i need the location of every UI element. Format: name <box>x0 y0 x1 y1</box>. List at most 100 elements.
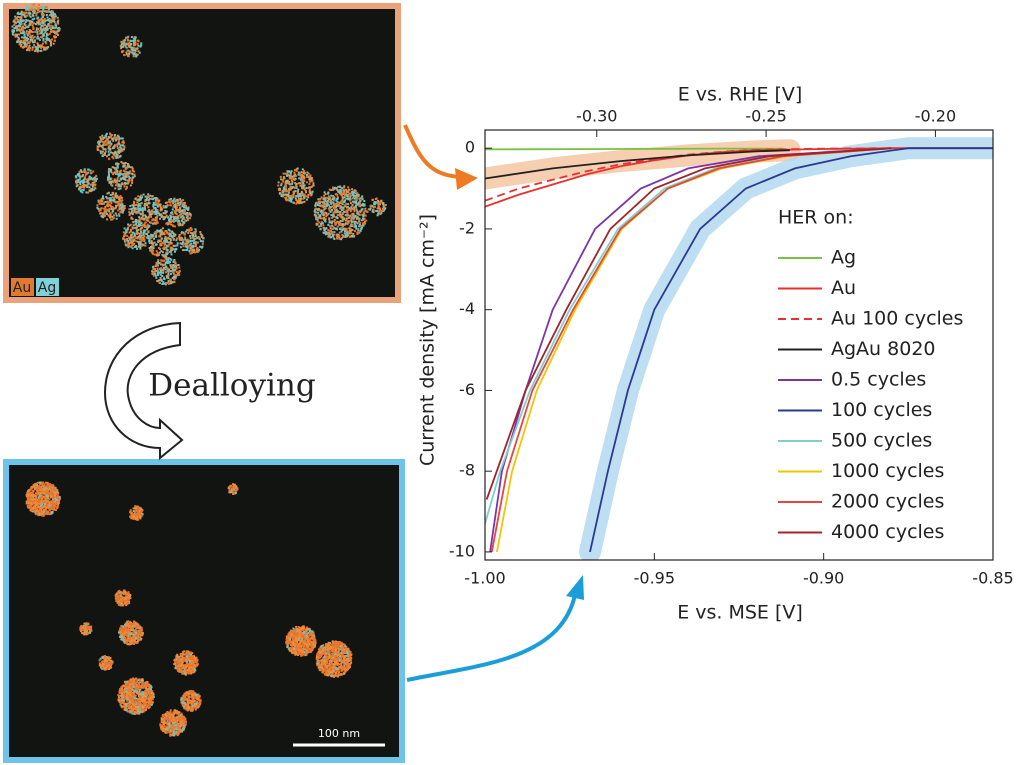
map-dot <box>364 222 366 225</box>
map-dot <box>332 201 335 204</box>
map-dot <box>122 590 125 593</box>
map-dot <box>98 659 101 662</box>
map-dot <box>194 235 197 237</box>
map-dot <box>125 51 128 54</box>
map-dot <box>144 208 147 211</box>
map-dot <box>300 201 303 204</box>
map-dot <box>141 212 144 215</box>
map-dot <box>109 168 112 171</box>
map-dot <box>111 206 114 208</box>
map-dot <box>52 14 55 17</box>
map-dot <box>75 185 78 188</box>
map-dot <box>155 222 158 225</box>
map-dot <box>325 215 328 218</box>
map-dot <box>124 45 127 48</box>
map-dot <box>101 663 104 665</box>
map-dot <box>349 198 352 201</box>
map-dot <box>140 513 143 516</box>
map-dot <box>101 140 104 143</box>
map-dot <box>122 50 125 53</box>
map-dot <box>144 214 147 217</box>
map-dot <box>138 515 141 518</box>
map-dot <box>132 622 134 625</box>
map-dot <box>169 257 172 260</box>
map-dot <box>343 194 346 197</box>
map-dot <box>122 231 125 234</box>
map-dot <box>182 209 185 212</box>
map-dot <box>116 173 119 176</box>
map-dot <box>283 194 286 197</box>
map-dot <box>135 207 138 210</box>
map-dot <box>128 224 131 227</box>
map-dot <box>331 224 334 227</box>
map-dot <box>131 179 134 182</box>
map-dot <box>345 222 347 225</box>
map-dot <box>136 637 139 640</box>
map-dot <box>341 187 344 190</box>
map-dot <box>169 241 172 244</box>
map-dot <box>171 230 174 233</box>
map-dot <box>361 213 364 216</box>
map-dot <box>17 15 19 18</box>
map-dot <box>180 232 183 235</box>
map-dot <box>164 201 167 204</box>
map-dot <box>42 25 45 28</box>
map-dot <box>121 137 124 140</box>
map-dot <box>303 200 306 203</box>
map-dot <box>45 499 48 502</box>
map-dot <box>323 229 326 231</box>
map-dot <box>380 201 383 204</box>
map-dot <box>30 504 33 507</box>
map-dot <box>133 642 136 645</box>
map-dot <box>173 198 176 201</box>
map-dot <box>105 204 108 207</box>
map-dot <box>168 243 171 246</box>
map-dot <box>172 205 175 208</box>
map-dot <box>139 45 142 48</box>
map-dot <box>308 189 311 192</box>
map-dot <box>124 599 127 602</box>
map-dot <box>37 500 40 503</box>
map-dot <box>236 488 239 491</box>
map-dot <box>28 498 31 501</box>
map-dot <box>95 177 98 180</box>
map-dot <box>20 41 23 44</box>
map-dot <box>290 200 293 203</box>
map-dot <box>118 151 121 154</box>
map-dot <box>20 36 23 39</box>
map-dot <box>33 39 36 42</box>
map-dot <box>157 230 160 233</box>
map-dot <box>330 214 333 217</box>
map-dot <box>166 215 169 218</box>
map-dot <box>192 237 195 239</box>
map-dot <box>104 667 107 670</box>
map-dot <box>39 6 42 9</box>
map-dot <box>39 27 42 30</box>
map-dot <box>101 150 104 153</box>
map-dot <box>151 219 154 222</box>
map-dot <box>284 185 286 188</box>
map-dot <box>146 202 148 205</box>
map-dot <box>109 194 112 196</box>
map-dot <box>136 47 139 50</box>
map-dot <box>123 207 126 210</box>
map-dot <box>53 21 56 24</box>
map-dot <box>327 198 330 200</box>
map-dot <box>15 16 18 19</box>
map-dot <box>177 223 180 226</box>
map-dot <box>330 202 333 205</box>
map-dot <box>34 504 37 506</box>
map-dot <box>125 174 128 177</box>
map-dot <box>125 594 128 597</box>
map-dot <box>131 512 134 515</box>
map-dot <box>173 274 176 277</box>
map-dot <box>190 251 193 254</box>
map-dot <box>137 514 140 517</box>
map-dot <box>179 224 182 227</box>
map-dot <box>152 205 155 208</box>
map-dot <box>48 503 51 506</box>
map-dot <box>117 175 120 178</box>
map-dot <box>182 245 185 248</box>
map-dot <box>111 196 114 199</box>
map-dot <box>297 188 300 191</box>
